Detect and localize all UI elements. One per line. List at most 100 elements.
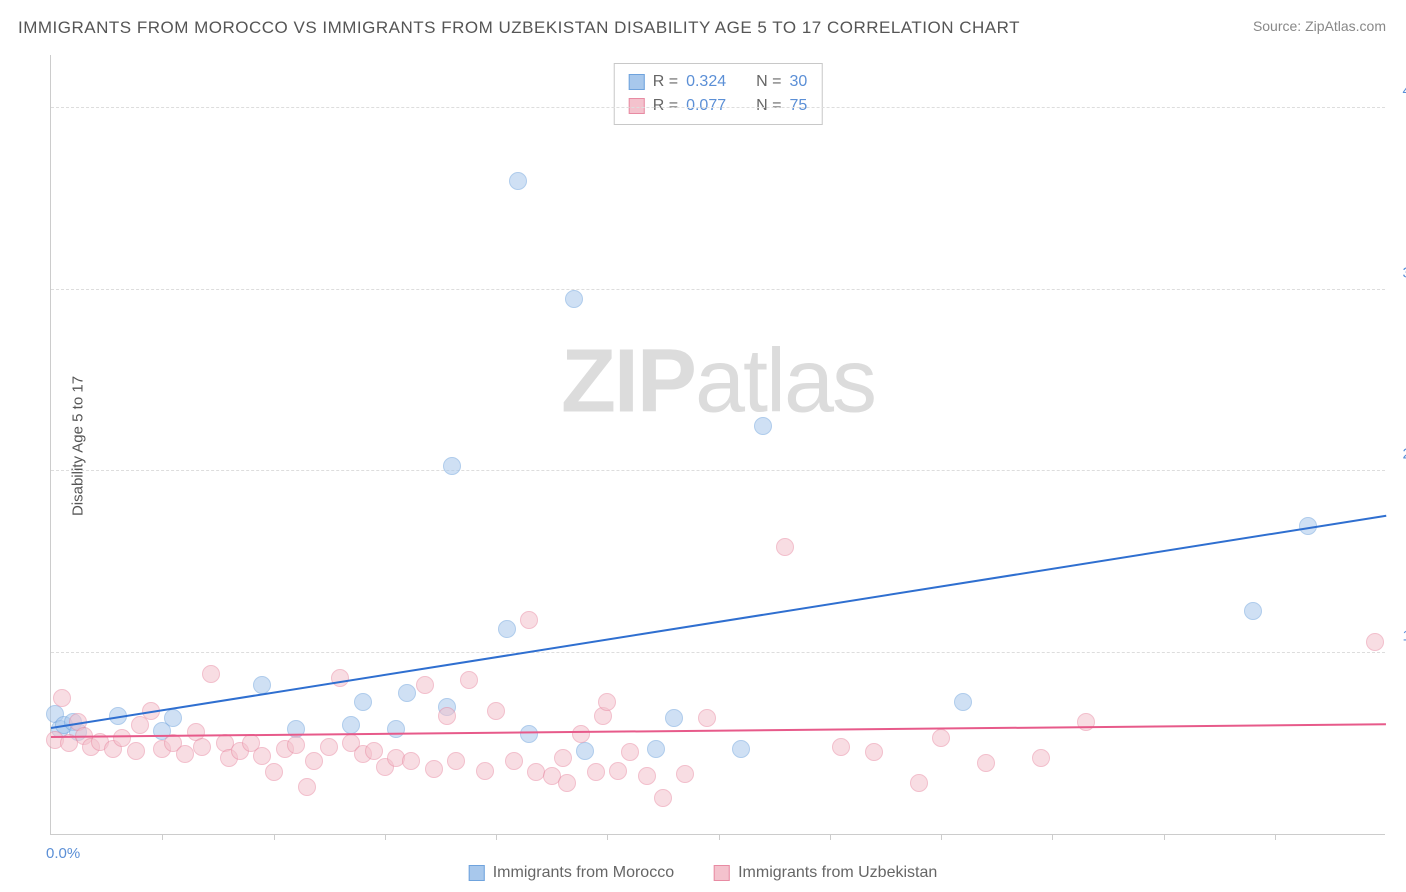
scatter-point: [476, 762, 494, 780]
scatter-point: [416, 676, 434, 694]
scatter-point: [438, 707, 456, 725]
x-tick: [385, 834, 386, 840]
scatter-point: [572, 725, 590, 743]
scatter-point: [754, 417, 772, 435]
scatter-point: [398, 684, 416, 702]
scatter-point: [305, 752, 323, 770]
scatter-point: [287, 736, 305, 754]
scatter-point: [932, 729, 950, 747]
scatter-point: [576, 742, 594, 760]
x-tick: [496, 834, 497, 840]
watermark: ZIPatlas: [561, 331, 875, 434]
stats-r-label: R =: [653, 70, 678, 94]
scatter-point: [460, 671, 478, 689]
scatter-point: [425, 760, 443, 778]
scatter-point: [554, 749, 572, 767]
scatter-point: [910, 774, 928, 792]
x-tick: [162, 834, 163, 840]
scatter-point: [402, 752, 420, 770]
scatter-point: [443, 457, 461, 475]
y-tick-label: 40.0%: [1402, 83, 1406, 100]
scatter-point: [954, 693, 972, 711]
x-tick: [1052, 834, 1053, 840]
stats-legend-box: R =0.324N =30R =0.077N =75: [614, 63, 823, 125]
scatter-point: [558, 774, 576, 792]
scatter-point: [698, 709, 716, 727]
stats-r-label: R =: [653, 94, 678, 118]
legend-swatch: [714, 865, 730, 881]
x-tick: [719, 834, 720, 840]
gridline: [51, 289, 1385, 290]
watermark-bold: ZIP: [561, 332, 695, 432]
scatter-point: [598, 693, 616, 711]
scatter-point: [193, 738, 211, 756]
scatter-point: [520, 725, 538, 743]
scatter-point: [609, 762, 627, 780]
stats-row: R = 0.077 N = 75: [629, 94, 808, 118]
scatter-point: [298, 778, 316, 796]
scatter-point: [676, 765, 694, 783]
stats-n-value: 75: [789, 94, 807, 118]
chart-title: IMMIGRANTS FROM MOROCCO VS IMMIGRANTS FR…: [18, 18, 1020, 38]
x-tick: [1164, 834, 1165, 840]
gridline: [51, 107, 1385, 108]
y-tick-label: 10.0%: [1402, 627, 1406, 644]
legend-item: Immigrants from Uzbekistan: [714, 864, 937, 882]
scatter-point: [776, 538, 794, 556]
watermark-light: atlas: [695, 332, 875, 432]
scatter-point: [732, 740, 750, 758]
trend-line: [51, 723, 1386, 738]
x-tick: [941, 834, 942, 840]
scatter-point: [365, 742, 383, 760]
scatter-point: [164, 709, 182, 727]
scatter-point: [505, 752, 523, 770]
scatter-point: [127, 742, 145, 760]
legend-item: Immigrants from Morocco: [469, 864, 674, 882]
stats-n-label: N =: [756, 70, 781, 94]
stats-row: R =0.324N =30: [629, 70, 808, 94]
scatter-point: [447, 752, 465, 770]
scatter-point: [176, 745, 194, 763]
scatter-point: [1244, 602, 1262, 620]
legend-swatch: [629, 98, 645, 114]
x-tick: [1275, 834, 1276, 840]
scatter-point: [331, 669, 349, 687]
trend-line: [51, 515, 1386, 729]
x-tick: [274, 834, 275, 840]
plot-area: ZIPatlas R =0.324N =30R =0.077N =75 0.0%…: [50, 55, 1385, 835]
scatter-point: [621, 743, 639, 761]
scatter-point: [565, 290, 583, 308]
stats-r-value: 0.324: [686, 70, 726, 94]
x-tick-label-min: 0.0%: [46, 845, 80, 862]
scatter-point: [865, 743, 883, 761]
scatter-point: [1032, 749, 1050, 767]
y-tick-label: 30.0%: [1402, 264, 1406, 281]
scatter-point: [520, 611, 538, 629]
scatter-point: [832, 738, 850, 756]
bottom-legend: Immigrants from Morocco Immigrants from U…: [469, 864, 938, 882]
scatter-point: [387, 720, 405, 738]
scatter-point: [53, 689, 71, 707]
source-attribution: Source: ZipAtlas.com: [1253, 18, 1386, 34]
scatter-point: [253, 747, 271, 765]
scatter-point: [1366, 633, 1384, 651]
legend-swatch: [629, 74, 645, 90]
scatter-point: [265, 763, 283, 781]
scatter-point: [354, 693, 372, 711]
scatter-point: [487, 702, 505, 720]
y-tick-label: 20.0%: [1402, 446, 1406, 463]
legend-label: Immigrants from Morocco: [493, 864, 674, 882]
scatter-point: [638, 767, 656, 785]
scatter-point: [320, 738, 338, 756]
scatter-point: [509, 172, 527, 190]
scatter-point: [498, 620, 516, 638]
stats-n-label: N =: [756, 94, 781, 118]
legend-swatch: [469, 865, 485, 881]
scatter-point: [647, 740, 665, 758]
scatter-point: [665, 709, 683, 727]
scatter-point: [587, 763, 605, 781]
scatter-point: [977, 754, 995, 772]
gridline: [51, 652, 1385, 653]
x-tick: [830, 834, 831, 840]
stats-r-value: 0.077: [686, 94, 726, 118]
